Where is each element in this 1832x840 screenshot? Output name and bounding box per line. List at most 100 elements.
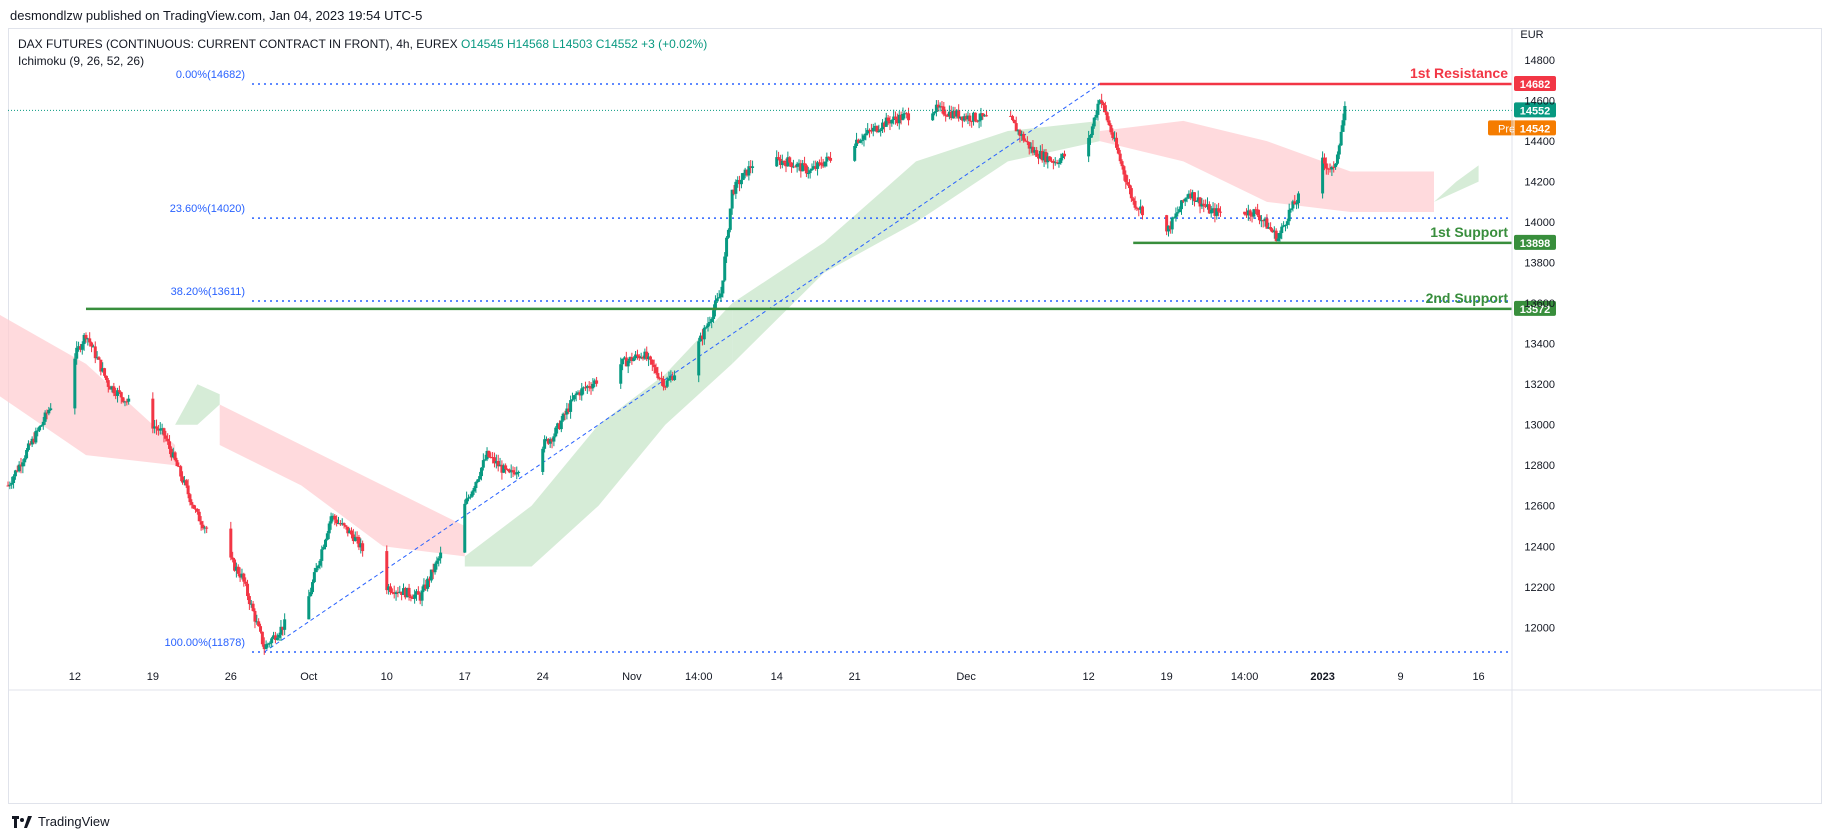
candle-up xyxy=(541,448,545,472)
candle-down xyxy=(1035,150,1039,157)
candle-up xyxy=(311,582,315,593)
candle-down xyxy=(587,386,591,388)
candle-up xyxy=(699,335,703,342)
candle-down xyxy=(821,165,825,167)
y-tick-label: 12400 xyxy=(1524,541,1555,553)
candles xyxy=(6,93,1347,655)
candle-down xyxy=(242,573,246,582)
candle-down xyxy=(1018,130,1022,136)
cloud-bear xyxy=(0,315,176,466)
candle-down xyxy=(357,537,361,548)
candle-up xyxy=(751,166,755,168)
x-tick-label: 9 xyxy=(1398,671,1404,683)
candle-down xyxy=(949,111,953,119)
candle-up xyxy=(556,423,560,428)
candle-up xyxy=(30,438,34,445)
candle-up xyxy=(316,565,320,569)
candle-up xyxy=(1178,209,1182,213)
candle-up xyxy=(890,120,894,124)
candle-down xyxy=(814,166,818,169)
candle-down xyxy=(660,378,664,380)
x-tick-label: 19 xyxy=(1161,671,1173,683)
candle-up xyxy=(959,116,963,119)
candle-down xyxy=(346,526,350,534)
candle-up xyxy=(1285,221,1289,225)
candle-down xyxy=(1248,210,1252,216)
candle-up xyxy=(17,464,21,472)
candle-down xyxy=(803,163,807,166)
candle-up xyxy=(414,591,418,595)
candle-up xyxy=(717,297,721,299)
chart-legend: DAX FUTURES (CONTINUOUS: CURRENT CONTRAC… xyxy=(18,36,707,70)
candle-down xyxy=(1218,211,1222,213)
candle-down xyxy=(777,157,781,159)
candle-down xyxy=(1324,163,1328,169)
candle-up xyxy=(401,588,405,595)
candle-down xyxy=(1140,206,1144,216)
candle-down xyxy=(658,378,662,380)
candle-up xyxy=(977,120,981,122)
candle-down xyxy=(262,644,266,650)
candle-up xyxy=(823,161,827,167)
candle-up xyxy=(91,346,95,348)
candle-up xyxy=(1172,217,1176,219)
level-name: 2nd Support xyxy=(1426,290,1509,306)
candle-down xyxy=(1213,208,1217,216)
fib-level-label: 0.00%(14682) xyxy=(176,69,245,81)
candle-up xyxy=(234,566,238,571)
candle-down xyxy=(624,357,628,367)
candle-up xyxy=(552,436,556,442)
candle-up xyxy=(736,180,740,182)
candle-up xyxy=(43,412,47,422)
candle-up xyxy=(853,145,857,161)
x-tick-label: 14:00 xyxy=(685,671,713,683)
x-tick-label: 12 xyxy=(1083,671,1095,683)
tradingview-brand[interactable]: TradingView xyxy=(12,814,110,829)
candle-up xyxy=(938,106,942,108)
candle-down xyxy=(1012,120,1016,124)
candle-down xyxy=(103,368,107,376)
ichimoku-cloud xyxy=(0,120,1479,567)
candle-down xyxy=(344,525,348,527)
candle-up xyxy=(715,298,719,302)
fib-level-label: 23.60%(14020) xyxy=(170,203,245,215)
candle-up xyxy=(572,395,576,400)
candle-up xyxy=(422,584,426,591)
candle-down xyxy=(907,113,911,121)
indicator-label[interactable]: Ichimoku (9, 26, 52, 26) xyxy=(18,54,145,68)
candle-up xyxy=(780,160,784,165)
horizontal-levels: 1st Resistance 14682 1st Support 13898 2nd S… xyxy=(8,65,1556,316)
candle-up xyxy=(730,189,734,209)
candle-up xyxy=(591,383,595,389)
candle-up xyxy=(877,131,881,133)
candle-up xyxy=(719,293,723,298)
candle-up xyxy=(1191,192,1195,199)
candle-up xyxy=(1092,117,1096,127)
candle-up xyxy=(158,428,162,431)
x-tick-label: 14 xyxy=(771,671,783,683)
x-tick-label: 24 xyxy=(537,671,549,683)
candle-down xyxy=(946,115,950,117)
candle-down xyxy=(125,401,129,403)
candle-up xyxy=(810,168,814,171)
candle-up xyxy=(544,438,548,440)
tradingview-logo-icon xyxy=(12,815,32,828)
candle-up xyxy=(1046,156,1050,163)
ohlc-low: L14503 xyxy=(552,37,593,51)
symbol-title[interactable]: DAX FUTURES (CONTINUOUS: CURRENT CONTRAC… xyxy=(18,37,458,51)
candle-up xyxy=(812,166,816,169)
y-tick-label: 13400 xyxy=(1524,339,1555,351)
candle-up xyxy=(322,547,326,550)
candle-down xyxy=(504,465,508,470)
candle-down xyxy=(117,390,121,393)
last-price-tag xyxy=(1514,102,1556,118)
candle-down xyxy=(90,342,94,347)
candle-up xyxy=(1272,230,1276,233)
candle-down xyxy=(1044,151,1048,163)
candle-down xyxy=(940,106,944,108)
candle-up xyxy=(1096,103,1100,115)
candle-up xyxy=(82,334,86,345)
candle-up xyxy=(1053,162,1057,164)
candle-down xyxy=(645,351,649,360)
